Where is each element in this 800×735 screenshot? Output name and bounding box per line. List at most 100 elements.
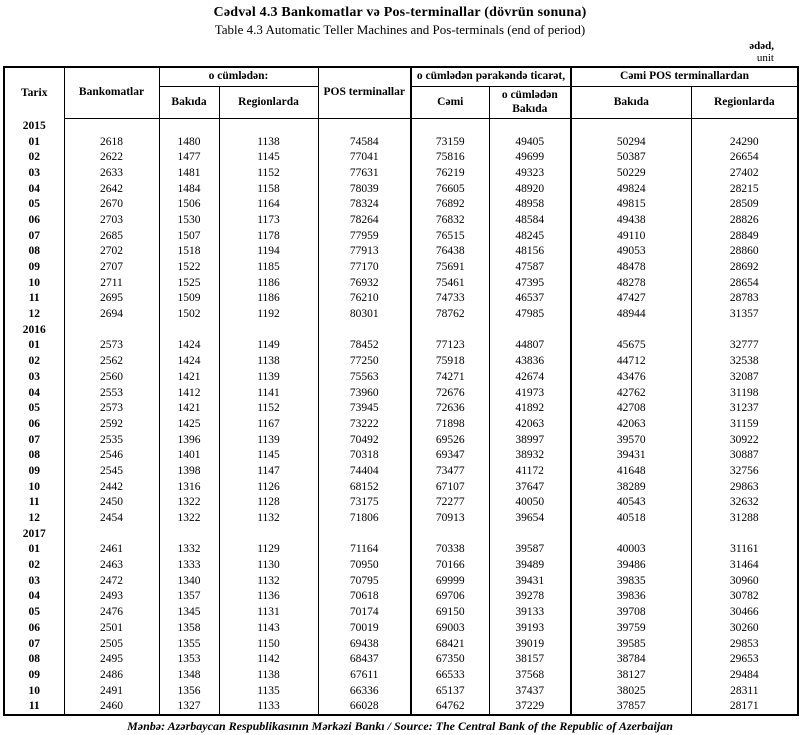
- value-cell: 1425: [158, 416, 219, 433]
- month-cell: 09: [28, 464, 41, 477]
- value-cell: 72277: [410, 495, 490, 511]
- value-cell: 77631: [317, 165, 412, 182]
- value-cell: 2562: [63, 353, 159, 370]
- value-cell: 2545: [63, 463, 159, 480]
- value-cell: 1138: [218, 134, 319, 150]
- value-cell: 74404: [317, 463, 412, 480]
- table-row: 10 2711 1525 1186 76932 75461 47395 48278 28654: [4, 275, 799, 292]
- year-label: 2016: [22, 323, 46, 336]
- value-cell: 31161: [690, 542, 799, 558]
- value-cell: 66336: [317, 683, 412, 700]
- month-cell: 11: [28, 699, 40, 712]
- value-cell: 2560: [63, 369, 159, 386]
- col-header-o-cumleden-bakida: o cümlədən Bakıda: [488, 86, 572, 120]
- value-cell: 2546: [63, 448, 159, 464]
- table-row: 09 2545 1398 1147 74404 73477 41172 41648 32756: [4, 463, 799, 480]
- value-cell: 40050: [488, 495, 572, 511]
- value-cell: 42762: [570, 385, 692, 401]
- value-cell: 39570: [570, 432, 692, 449]
- source-note: Mənbə: Azərbaycan Respublikasının Mərkəz…: [127, 718, 673, 733]
- value-cell: 73960: [317, 385, 412, 401]
- value-cell: 1340: [158, 573, 219, 590]
- table-row: 05 2670 1506 1164 78324 76892 48958 49815 28509: [4, 197, 799, 213]
- value-cell: 1138: [218, 667, 319, 684]
- value-cell: 50387: [570, 150, 692, 166]
- month-cell: 02: [28, 355, 41, 368]
- value-cell: 1186: [218, 291, 319, 307]
- value-cell: 49824: [570, 181, 692, 198]
- table-row: 10 2442 1316 1126 68152 67107 37647 38289 29863: [4, 479, 799, 496]
- value-cell: 69438: [317, 636, 412, 652]
- col-header-pos-terminallar: POS terminallar: [317, 66, 412, 120]
- month-cell: 08: [28, 653, 41, 666]
- value-cell: 30260: [690, 620, 799, 637]
- value-cell: 1421: [158, 369, 219, 386]
- value-cell: 1138: [218, 353, 319, 370]
- value-cell: 24290: [690, 134, 799, 150]
- value-cell: 1518: [158, 244, 219, 260]
- month-cell: 05: [28, 198, 41, 211]
- value-cell: 1333: [158, 557, 219, 574]
- value-cell: 29853: [690, 636, 799, 652]
- value-cell: 1132: [218, 510, 319, 527]
- header-row-groups: Tarix Bankomatlar o cümlədən: POS termin…: [4, 66, 799, 120]
- value-cell: 49110: [570, 228, 692, 245]
- value-cell: 1481: [158, 165, 219, 182]
- value-cell: 70166: [410, 557, 490, 574]
- month-cell: 05: [28, 402, 41, 415]
- value-cell: 68437: [317, 652, 412, 668]
- value-cell: 37437: [488, 683, 572, 700]
- value-cell: 31464: [690, 557, 799, 574]
- value-cell: 1358: [158, 620, 219, 637]
- value-cell: 50294: [570, 134, 692, 150]
- month-cell: 04: [28, 590, 41, 603]
- value-cell: 1133: [218, 699, 319, 715]
- value-cell: 1147: [218, 463, 319, 480]
- value-cell: 77913: [317, 244, 412, 260]
- table-row: 08 2495 1353 1142 68437 67350 38157 38784 29653: [4, 652, 799, 668]
- empty-cell: [158, 118, 219, 135]
- value-cell: 1348: [158, 667, 219, 684]
- value-cell: 77170: [317, 259, 412, 276]
- value-cell: 78264: [317, 212, 412, 229]
- value-cell: 1136: [218, 589, 319, 605]
- month-cell: 07: [28, 229, 41, 242]
- value-cell: 30887: [690, 448, 799, 464]
- value-cell: 1525: [158, 275, 219, 292]
- empty-cell: [317, 118, 412, 135]
- value-cell: 1398: [158, 463, 219, 480]
- value-cell: 38025: [570, 683, 692, 700]
- value-cell: 67350: [410, 652, 490, 668]
- value-cell: 76219: [410, 165, 490, 182]
- value-cell: 49815: [570, 197, 692, 213]
- value-cell: 49438: [570, 212, 692, 229]
- value-cell: 39019: [488, 636, 572, 652]
- empty-cell: [410, 118, 490, 135]
- month-cell: 08: [28, 245, 41, 258]
- value-cell: 2486: [63, 667, 159, 684]
- value-cell: 1421: [158, 401, 219, 417]
- col-header-cemi: Cəmi: [410, 86, 490, 120]
- value-cell: 48920: [488, 181, 572, 198]
- month-cell: 10: [28, 684, 41, 697]
- table-row: 07 2505 1355 1150 69438 68421 39019 39585 29853: [4, 636, 799, 652]
- month-cell: 08: [28, 449, 41, 462]
- value-cell: 2460: [63, 699, 159, 715]
- value-cell: 71898: [410, 416, 490, 433]
- value-cell: 39193: [488, 620, 572, 637]
- value-cell: 77123: [410, 338, 490, 354]
- value-cell: 1152: [218, 401, 319, 417]
- value-cell: 46537: [488, 291, 572, 307]
- value-cell: 1356: [158, 683, 219, 700]
- value-cell: 2476: [63, 604, 159, 621]
- value-cell: 2694: [63, 306, 159, 323]
- value-cell: 64762: [410, 699, 490, 715]
- value-cell: 1355: [158, 636, 219, 652]
- table-row: 02 2622 1477 1145 77041 75816 49699 50387 26654: [4, 150, 799, 166]
- value-cell: 1186: [218, 275, 319, 292]
- value-cell: 39587: [488, 542, 572, 558]
- value-cell: 42063: [570, 416, 692, 433]
- value-cell: 1502: [158, 306, 219, 323]
- value-cell: 70618: [317, 589, 412, 605]
- value-cell: 1143: [218, 620, 319, 637]
